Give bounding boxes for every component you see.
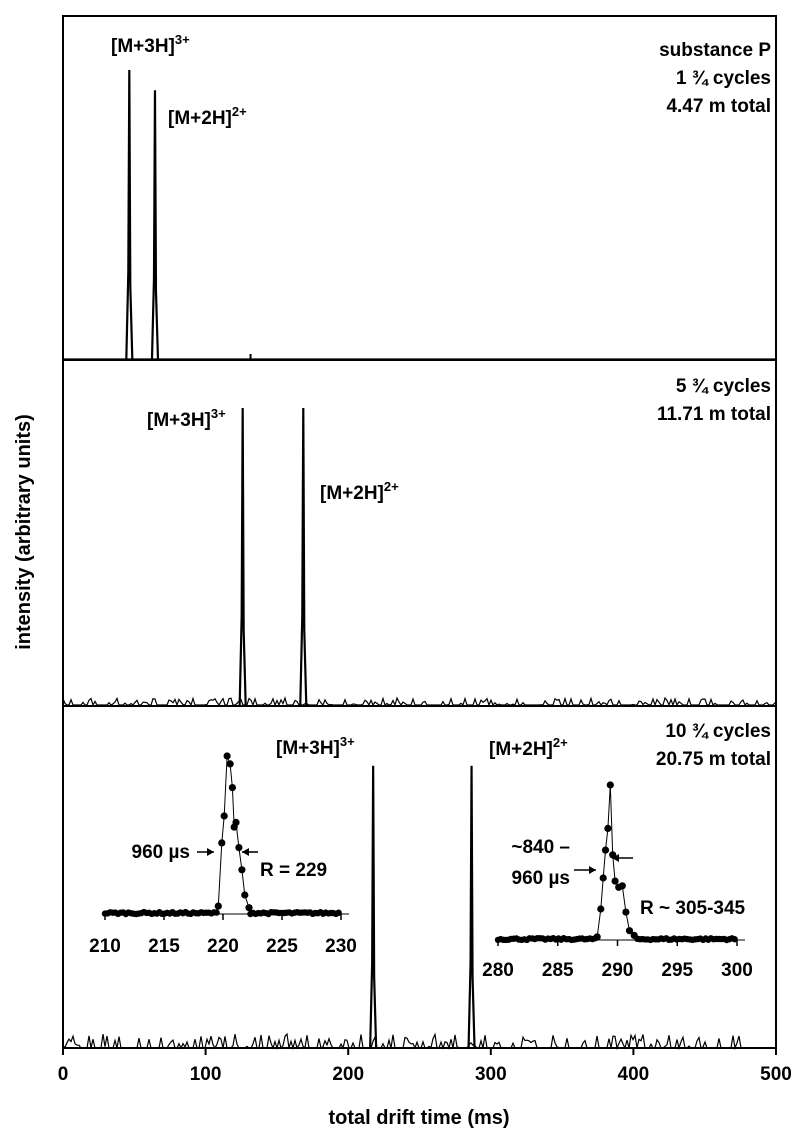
inset-data-point [238,866,246,874]
peak-m3h [369,765,378,1049]
inset-tick-label: 295 [661,960,693,981]
panel-info: substance P [659,40,771,61]
inset-data-point [618,882,626,890]
peak-m3h [125,69,134,360]
inset-baseline-point [213,909,220,916]
inset-fit-curve [214,755,253,915]
panel-info: 1 ¾ cycles [676,68,771,89]
inset-data-point [597,905,605,913]
insets [101,752,745,946]
fwhm-arrowhead [207,848,214,856]
inset-data-point [218,839,226,847]
inset-tick-label: 210 [89,936,121,957]
fwhm-label: 960 µs [132,842,191,863]
x-tick-label: 200 [332,1064,364,1085]
peak-m3h [238,407,247,706]
inset-tick-label: 300 [721,960,753,981]
inset-data-point [245,904,253,912]
inset-data-point [604,824,612,833]
fwhm-arrowhead [242,848,249,856]
inset-data-point [232,818,240,827]
x-tick-label: 100 [190,1064,222,1085]
x-tick-label: 0 [58,1064,69,1085]
traces [62,69,776,1051]
peak-label: [M+2H]2+ [489,735,568,760]
inset-tick-label: 285 [542,960,574,981]
baseline-trace [62,696,776,707]
inset-tick-label: 280 [482,960,514,981]
inset-tick-label: 215 [148,936,180,957]
fwhm-label: ~840 – [511,837,570,858]
inset-baseline-point [731,936,738,943]
baseline-trace [62,1032,775,1051]
inset-data-point [223,752,231,760]
inset-data-point [228,784,236,792]
y-axis-label: intensity (arbitrary units) [13,414,35,650]
annotations: 0 100 200 300 400 500 total drift time (ms) int… [13,32,792,1129]
inset-data-point [599,874,607,882]
panel-info: 4.47 m total [666,96,771,117]
x-tick-label: 500 [760,1064,792,1085]
inset-data-point [220,812,228,820]
fwhm-arrowhead [589,866,596,874]
peak-m2h [299,407,308,706]
panel-info: 20.75 m total [656,749,771,770]
inset-tick-label: 225 [266,936,298,957]
x-axis-label: total drift time (ms) [328,1107,509,1129]
inset-fit-curve [593,784,639,941]
x-tick-label: 300 [475,1064,507,1085]
inset-data-point [226,760,234,768]
inset-data-point [601,846,610,854]
inset-data-point [235,844,243,852]
plot-frame [62,15,777,1049]
x-tick-label: 400 [618,1064,650,1085]
peak-m2h [150,90,160,360]
peak-label: [M+2H]2+ [168,104,247,129]
resolution-label: R = 229 [260,860,327,881]
fwhm-arrowhead [612,854,619,862]
inset-tick-label: 290 [602,960,634,981]
inset-data-point [214,902,222,910]
panel-info: 5 ¾ cycles [676,376,771,397]
resolution-label: R ~ 305-345 [640,898,746,919]
inset-data-point [593,933,601,941]
inset-data-point [630,931,638,940]
inset-tick-label: 220 [207,936,239,957]
inset-baseline-point [335,909,342,916]
peak-label: [M+3H]3+ [111,32,190,57]
inset-data-point [606,781,614,789]
peak-label: [M+2H]2+ [320,479,399,504]
peak-m2h [467,765,476,1049]
inset-data-point [625,927,634,935]
inset-tick-label: 230 [325,936,357,957]
panel-info: 10 ¾ cycles [665,721,771,742]
panel-info: 11.71 m total [657,404,771,425]
inset-data-point [611,877,619,885]
peak-label: [M+3H]3+ [147,406,226,431]
fwhm-label: 960 µs [512,868,571,889]
inset-data-point [241,891,249,899]
peak-label: [M+3H]3+ [276,734,355,759]
inset-data-point [622,908,630,916]
